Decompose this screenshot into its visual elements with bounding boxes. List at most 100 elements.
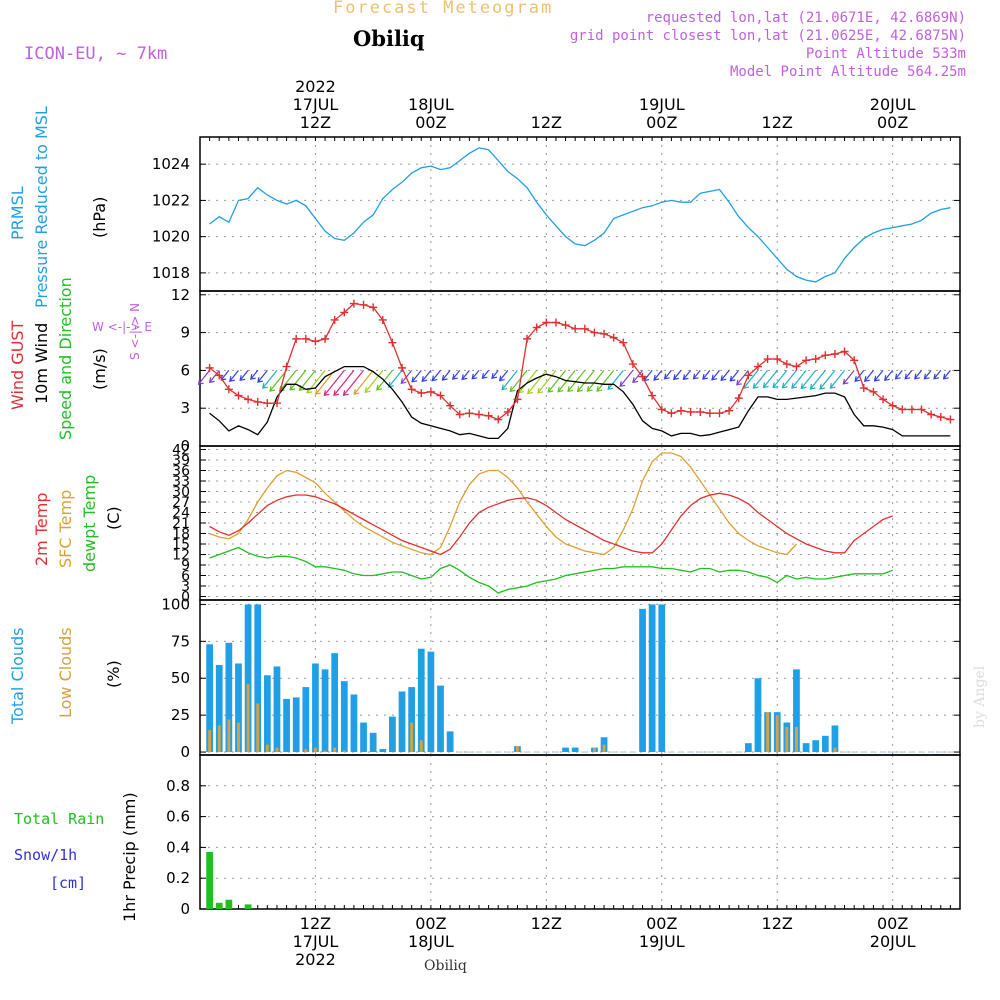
wind-direction-arrow xyxy=(577,370,595,392)
wind-direction-arrow xyxy=(632,370,644,383)
wind-direction-arrow xyxy=(323,370,345,396)
total-cloud-bar xyxy=(398,691,406,753)
wind-direction-arrowhead xyxy=(873,375,880,382)
low-cloud-bar xyxy=(304,749,308,753)
wind-gust-marker xyxy=(321,334,330,343)
total-cloud-bar xyxy=(360,722,367,753)
wind-direction-arrow xyxy=(471,370,480,380)
low-cloud-bar xyxy=(795,726,798,753)
wind-direction-arrowhead xyxy=(257,376,264,383)
wind-gust-marker xyxy=(840,347,849,356)
wind-ytick-label: 6 xyxy=(180,361,190,379)
bottom-date-label: 20JUL xyxy=(870,932,916,951)
wind-gust-marker xyxy=(600,329,609,338)
snow-label: Snow/1h xyxy=(14,846,78,864)
wind-direction-arrow xyxy=(452,370,461,380)
temperature-ytick-label: 33 xyxy=(172,474,190,490)
wind-direction-arrow xyxy=(673,370,682,380)
wind-gust-marker xyxy=(917,405,926,414)
gridpoint-coords: grid point closest lon,lat (21.0625E, 42… xyxy=(569,28,966,44)
wind-direction-arrow xyxy=(619,370,634,387)
total-cloud-bar xyxy=(437,685,444,753)
top-date-label: 18JUL xyxy=(408,95,454,114)
wind-gust-line xyxy=(209,302,951,421)
wind-gust-marker xyxy=(734,394,743,403)
wind-gust-marker xyxy=(446,401,455,410)
wind-direction-arrowhead xyxy=(314,388,321,395)
wind-gust-marker xyxy=(205,363,214,372)
top-time-label: 12Z xyxy=(762,113,793,132)
wind-direction-arrow xyxy=(315,370,336,395)
wind-direction-arrowhead xyxy=(942,373,949,380)
wind-direction-arrowhead xyxy=(923,373,930,380)
low-cloud-bar xyxy=(227,719,231,753)
wind-gust-marker xyxy=(609,333,618,342)
temperature-ytick-label: 24 xyxy=(172,506,190,522)
low-cloud-bar xyxy=(265,744,269,753)
clouds-ytick-label: 50 xyxy=(171,669,190,687)
wind-gust-marker xyxy=(744,371,753,380)
bottom-year-label: 2022 xyxy=(295,950,336,969)
wind-direction-arrowhead xyxy=(791,382,798,389)
wind-direction-arrowhead xyxy=(269,385,276,392)
wind-direction-arrowhead xyxy=(208,377,215,384)
wind-direction-arrow xyxy=(567,370,586,392)
wind-direction-arrow xyxy=(682,370,692,380)
wind-gust-marker xyxy=(253,397,262,406)
total-cloud-bar xyxy=(571,747,579,753)
low-cloud-bar xyxy=(785,726,789,753)
wind-direction-arrowhead xyxy=(498,375,505,382)
wind-gust-marker xyxy=(571,324,580,333)
wind-direction-arrow xyxy=(874,370,884,382)
wind-direction-arrow xyxy=(702,370,711,380)
wind-direction-arrow xyxy=(376,370,393,391)
clouds-ytick-label: 100 xyxy=(161,595,190,613)
wind-direction-arrowhead xyxy=(720,375,727,382)
low-cloud-bar xyxy=(208,729,212,753)
temperature-ytick-label: 36 xyxy=(172,464,190,480)
wind-direction-arrow xyxy=(209,370,220,383)
wind-direction-arrowhead xyxy=(894,373,901,380)
temperature-ytick-label: 6 xyxy=(181,569,190,585)
wind-gust-marker xyxy=(773,355,782,364)
wind-direction-arrowhead xyxy=(471,373,478,380)
wind-direction-arrowhead xyxy=(752,382,759,389)
snow-unit-label: [cm] xyxy=(50,874,87,892)
wind-direction-arrow xyxy=(693,370,701,380)
wind-direction-arrow xyxy=(895,370,903,380)
wind-gust-marker xyxy=(523,334,532,343)
total-cloud-bar xyxy=(215,664,223,753)
wind-direction-arrowhead xyxy=(388,381,394,388)
wind-direction-arrow xyxy=(501,370,518,390)
top-date-label: 19JUL xyxy=(639,95,685,114)
wind-direction-arrowhead xyxy=(781,382,788,389)
wind-direction-arrow xyxy=(829,370,846,389)
precip-frame xyxy=(199,754,961,910)
wind-gust-marker xyxy=(590,328,599,337)
bottom-time-label: 12Z xyxy=(762,914,793,933)
wind-gust-marker xyxy=(436,391,445,400)
wind-direction-arrowhead xyxy=(619,381,626,388)
wind-direction-arrowhead xyxy=(289,384,296,391)
wind-direction-arrow xyxy=(884,370,894,381)
precip-ytick-label: 0 xyxy=(180,900,190,918)
top-time-label: 00Z xyxy=(877,113,908,132)
wind-gust-marker xyxy=(898,405,907,414)
wind-direction-arrowhead xyxy=(673,374,679,381)
meteogram-title: Forecast Meteogram xyxy=(333,0,554,18)
pressure-ytick-label: 1020 xyxy=(152,228,190,246)
rain-bar xyxy=(244,904,252,909)
total-cloud-bar xyxy=(369,732,377,753)
wind-direction-arrowhead xyxy=(431,375,438,382)
wind-gust-marker xyxy=(407,385,416,394)
wind-direction-arrowhead xyxy=(729,375,736,382)
low-cloud-bar xyxy=(419,740,423,753)
wind-gust-marker xyxy=(869,387,878,396)
bottom-date-label: 19JUL xyxy=(639,932,685,951)
wind-direction-arrow xyxy=(527,370,547,394)
total-cloud-bar xyxy=(350,694,358,753)
wind-direction-arrowhead xyxy=(229,376,235,382)
precip-ytick-label: 0.2 xyxy=(166,869,190,887)
wind-direction-arrow xyxy=(904,370,913,380)
wind-gust-marker xyxy=(821,351,830,360)
